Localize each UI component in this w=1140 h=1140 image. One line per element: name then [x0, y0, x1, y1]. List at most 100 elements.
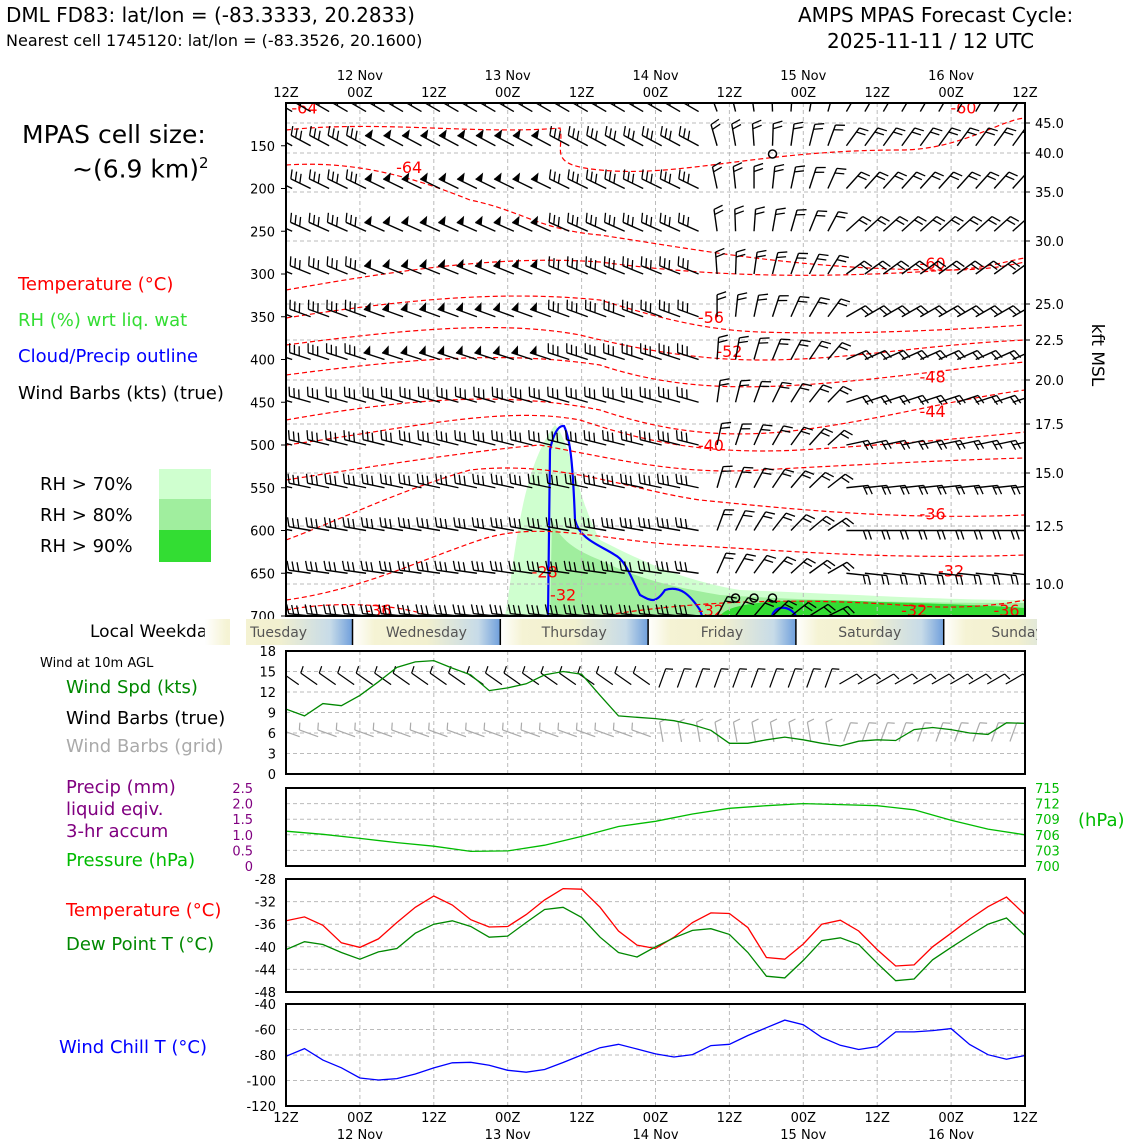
legend-rh70-label: RH > 70%: [40, 474, 133, 495]
wind-barb-feather: [781, 473, 792, 477]
wind-barb: [771, 120, 783, 146]
wind-barb-feather: [677, 91, 684, 100]
wind-barb-shaft: [845, 103, 859, 112]
wind-barb: [475, 129, 496, 147]
wind10-barb-feather: [967, 673, 974, 680]
wind-barb-feather: [620, 386, 623, 397]
wind-barb-feather: [762, 424, 773, 427]
wind-barb-feather: [676, 386, 679, 397]
wind-barb-feather: [823, 428, 834, 434]
wind-barb-feather: [626, 258, 629, 268]
wind-barb-shaft: [808, 253, 820, 275]
wind-barb-feather: [604, 125, 608, 136]
wind-barb-pennant: [383, 129, 392, 139]
wind-barb: [676, 386, 699, 403]
wind-barb-shaft: [1012, 127, 1025, 147]
wind-barb-feather: [398, 430, 401, 440]
wind-barb-feather: [294, 128, 298, 138]
wind-barb-feather: [765, 511, 776, 515]
wind-barb-feather: [1034, 395, 1040, 404]
wind-barb-feather: [369, 605, 374, 615]
wind-barb: [845, 260, 873, 275]
wind-barb-shaft: [437, 395, 459, 403]
wind-barb-feather: [985, 131, 995, 136]
wind10-grid-barb-shaft: [695, 722, 701, 742]
wind-barb-feather: [718, 334, 728, 339]
wind-barb: [901, 572, 927, 585]
wind-barb: [994, 529, 1020, 540]
wind-barb-feather: [761, 380, 772, 383]
wind-barb: [527, 473, 551, 489]
wind-barb-feather: [993, 260, 1002, 268]
wind-barb-feather: [775, 212, 785, 216]
wind-barb-feather: [361, 473, 364, 484]
wind-barb-feather: [547, 299, 550, 310]
wind-barb-shaft: [716, 466, 724, 488]
precip-label-3: 3-hr accum: [66, 821, 169, 842]
wind-barb: [328, 103, 348, 113]
wind-barb-shaft: [993, 171, 1010, 189]
wind-barb-feather: [269, 300, 275, 309]
wind-barb-shaft: [473, 482, 496, 489]
wind-barb: [734, 423, 752, 446]
wind-barb-shaft: [827, 168, 838, 189]
wind-barb: [307, 343, 330, 361]
wind-barb-pennant: [512, 215, 520, 226]
wind-barb-shaft: [883, 572, 906, 577]
wind-barb-feather: [582, 517, 586, 527]
wind-barb: [399, 386, 422, 403]
wind-barb-pennant: [511, 345, 519, 355]
wind-barb: [938, 103, 951, 112]
wind-barb-feather: [378, 560, 382, 571]
wind-barb-feather: [568, 518, 572, 528]
temperature-contour-label: -36: [920, 504, 946, 523]
wind-barb: [919, 103, 932, 112]
wind-barb: [1012, 305, 1025, 318]
wind-barb-feather: [997, 530, 1002, 540]
wind-barb-feather: [788, 600, 798, 606]
wind-barb-shaft: [455, 395, 478, 403]
wind-barb: [677, 256, 699, 275]
wind10-grid-barb: [843, 722, 858, 742]
wind-barb-shaft: [439, 103, 459, 113]
wind-barb-feather: [549, 125, 553, 136]
wind-barb-feather: [612, 259, 615, 270]
wind-barb-feather: [605, 561, 609, 572]
wind-barb-shaft: [790, 339, 802, 360]
wind-barb-shaft: [845, 260, 865, 275]
wind-barb-feather: [647, 562, 651, 572]
wind-barb-shaft: [771, 166, 776, 189]
wind-barb-shaft: [399, 525, 422, 532]
wind-barb-feather: [342, 473, 346, 484]
wind-barb-feather: [611, 432, 614, 443]
wind-barb-feather: [500, 432, 503, 443]
wind-barb: [864, 305, 892, 318]
wind10-barb: [411, 666, 429, 686]
wind-barb-feather: [990, 307, 998, 316]
wind-barb-pennant: [474, 345, 482, 355]
calm-wind-marker: [749, 593, 759, 603]
wind-barb-shaft: [827, 254, 841, 275]
wind10-barb-shaft: [839, 673, 858, 685]
wind10-grid-barb-feather: [335, 722, 338, 730]
wind-barb-shaft: [846, 394, 868, 403]
wind-barb: [344, 299, 367, 318]
wind-barb-shaft: [938, 171, 955, 189]
wind-barb-feather: [776, 256, 787, 259]
wind-barb: [618, 604, 644, 616]
wind-barb-feather: [434, 517, 438, 527]
wind-barb: [490, 473, 515, 489]
wind-barb: [655, 560, 681, 574]
wind-barb-feather: [312, 344, 314, 355]
wind-barb: [845, 103, 859, 112]
wind-barb-feather: [628, 562, 632, 572]
wind-barb-feather: [361, 430, 364, 440]
wind-barb: [657, 430, 681, 446]
wind10-barb-feather: [776, 668, 784, 670]
wind-barb: [471, 560, 496, 574]
wind-barb-feather: [739, 335, 749, 339]
wind-barb-shaft: [455, 482, 478, 489]
wind-barb-feather: [274, 128, 281, 137]
pressure-tick-label: 706: [1035, 829, 1060, 844]
wind-barb-feather: [675, 430, 678, 440]
